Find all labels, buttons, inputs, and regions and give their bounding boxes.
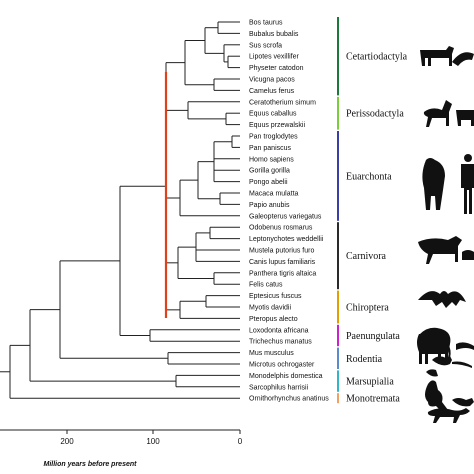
taxon-label: Papio anubis xyxy=(249,202,290,209)
taxon-label: Mus musculus xyxy=(249,350,294,357)
taxon-label: Panthera tigris altaica xyxy=(249,270,316,277)
axis-label: Million years before present xyxy=(44,461,138,468)
taxon-label: Sus scrofa xyxy=(249,42,282,49)
taxon-label: Felis catus xyxy=(249,282,283,289)
taxon-label: Pteropus alecto xyxy=(249,316,298,323)
taxon-label: Eptesicus fuscus xyxy=(249,293,302,300)
clade-name-paenungulata: Paenungulata xyxy=(346,331,400,342)
taxon-label: Canis lupus familiaris xyxy=(249,259,316,266)
axis-tick-0: 0 xyxy=(238,437,243,446)
taxon-label: Ornithorhynchus anatinus xyxy=(249,396,329,403)
horse-rhino-icon xyxy=(423,100,474,127)
taxon-label: Mustela putorius furo xyxy=(249,248,314,255)
taxon-label: Bubalus bubalis xyxy=(249,31,299,38)
bat-icon xyxy=(418,291,466,308)
taxon-label: Loxodonta africana xyxy=(249,327,309,334)
taxon-label: Ceratotherium simum xyxy=(249,99,316,106)
taxon-label: Macaca mulatta xyxy=(249,191,299,198)
clade-name-monotremata: Monotremata xyxy=(346,394,400,405)
taxon-label: Myotis davidii xyxy=(249,305,291,312)
clade-name-carnivora: Carnivora xyxy=(346,251,387,262)
taxon-label: Pan paniscus xyxy=(249,145,292,152)
taxon-label: Lipotes vexillifer xyxy=(249,54,299,61)
taxon-label: Bos taurus xyxy=(249,20,283,27)
axis-tick-100: 100 xyxy=(146,437,160,446)
taxon-label: Odobenus rosmarus xyxy=(249,225,313,232)
clade-name-perissodactyla: Perissodactyla xyxy=(346,109,404,120)
taxon-label: Gorilla gorilla xyxy=(249,168,290,175)
taxon-label: Physeter catodon xyxy=(249,65,304,72)
tiger-icon xyxy=(418,236,474,264)
taxon-label: Homo sapiens xyxy=(249,156,294,163)
clade-name-euarchonta: Euarchonta xyxy=(346,171,392,182)
taxon-label: Microtus ochrogaster xyxy=(249,362,315,369)
clade-groups: Cetartiodactyla Perissodactyla Euarchonta C… xyxy=(337,17,408,405)
clade-name-cetartiodactyla: Cetartiodactyla xyxy=(346,52,408,63)
taxon-label: Equus caballus xyxy=(249,111,297,118)
time-axis: 200 100 0 Million years before present xyxy=(0,429,243,468)
taxon-label: Leptonychotes weddellii xyxy=(249,236,324,243)
taxon-label: Camelus ferus xyxy=(249,88,295,95)
taxon-label: Trichechus manatus xyxy=(249,339,312,346)
tree-branches xyxy=(0,21,240,399)
axis-tick-200: 200 xyxy=(60,437,74,446)
taxon-label: Sarcophilus harrisii xyxy=(249,384,309,391)
taxon-label: Monodelphis domestica xyxy=(249,373,323,380)
taxon-labels: Bos taurus Bubalus bubalis Sus scrofa Lipot… xyxy=(249,20,329,403)
taxon-label: Galeopterus variegatus xyxy=(249,213,322,220)
taxon-label: Pan troglodytes xyxy=(249,134,298,141)
elephant-icon xyxy=(417,327,474,364)
taxon-label: Vicugna pacos xyxy=(249,77,295,84)
mouse-icon xyxy=(426,356,472,377)
taxon-label: Pongo abelii xyxy=(249,179,288,186)
gorilla-human-icon xyxy=(422,154,474,214)
taxon-label: Equus przewalskii xyxy=(249,122,305,129)
clade-name-marsupialia: Marsupialia xyxy=(346,377,394,388)
kangaroo-icon xyxy=(425,380,474,410)
clade-name-rodentia: Rodentia xyxy=(346,354,383,365)
cow-dolphin-icon xyxy=(420,46,474,66)
platypus-icon xyxy=(427,408,470,423)
clade-name-chiroptera: Chiroptera xyxy=(346,303,389,314)
